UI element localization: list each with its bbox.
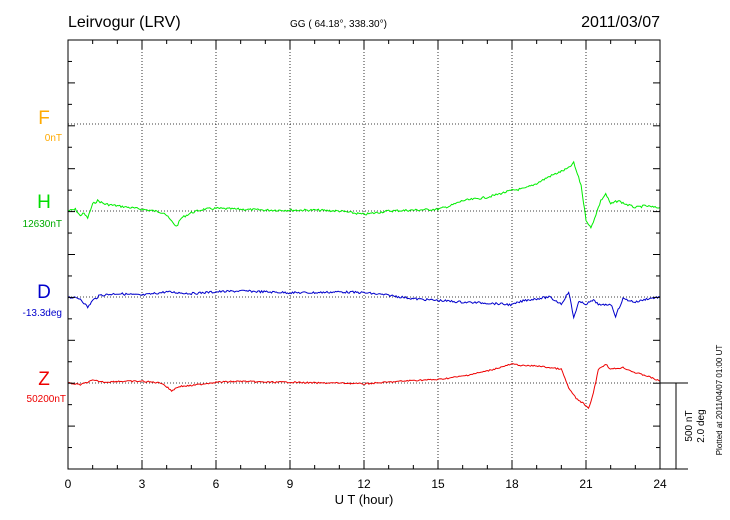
series-label-D: D [37, 282, 51, 303]
baseline-D: -13.3deg [23, 308, 62, 319]
series-line-Z [67, 363, 661, 410]
x-tick-label-12: 12 [357, 477, 371, 491]
axis-ticks [67, 39, 661, 470]
x-axis-label: U T (hour) [335, 492, 394, 507]
x-tick-labels: 0 3 6 9 12 15 18 21 24 [65, 477, 667, 491]
x-tick-label-6: 6 [213, 477, 220, 491]
series-lines [67, 160, 661, 410]
x-tick-label-21: 21 [579, 477, 593, 491]
x-tick-label-15: 15 [431, 477, 445, 491]
scale-bar: 500 nT 2.0 deg [660, 382, 707, 470]
series-label-H: H [37, 192, 51, 213]
plotted-note: Plotted at 2011/04/07 01:00 UT [715, 345, 724, 456]
scale-nt: 500 nT [684, 410, 695, 441]
series-line-D [67, 289, 661, 320]
series-label-F: F [38, 108, 50, 129]
grid-lines [68, 40, 660, 469]
station-coords: GG ( 64.18°, 338.30°) [290, 19, 387, 30]
x-tick-label-3: 3 [139, 477, 146, 491]
baseline-H: 12630nT [23, 219, 62, 230]
x-tick-label-0: 0 [65, 477, 72, 491]
baseline-F: 0nT [45, 133, 62, 144]
scale-deg: 2.0 deg [696, 409, 707, 442]
station-title: Leirvogur (LRV) [68, 14, 181, 31]
plot-frame [67, 39, 661, 470]
date-label: 2011/03/07 [581, 14, 660, 31]
x-tick-label-9: 9 [287, 477, 294, 491]
baseline-Z: 50200nT [27, 394, 66, 405]
series-label-Z: Z [38, 369, 50, 390]
series-line-H [67, 160, 661, 230]
x-tick-label-24: 24 [653, 477, 667, 491]
x-tick-label-18: 18 [505, 477, 519, 491]
